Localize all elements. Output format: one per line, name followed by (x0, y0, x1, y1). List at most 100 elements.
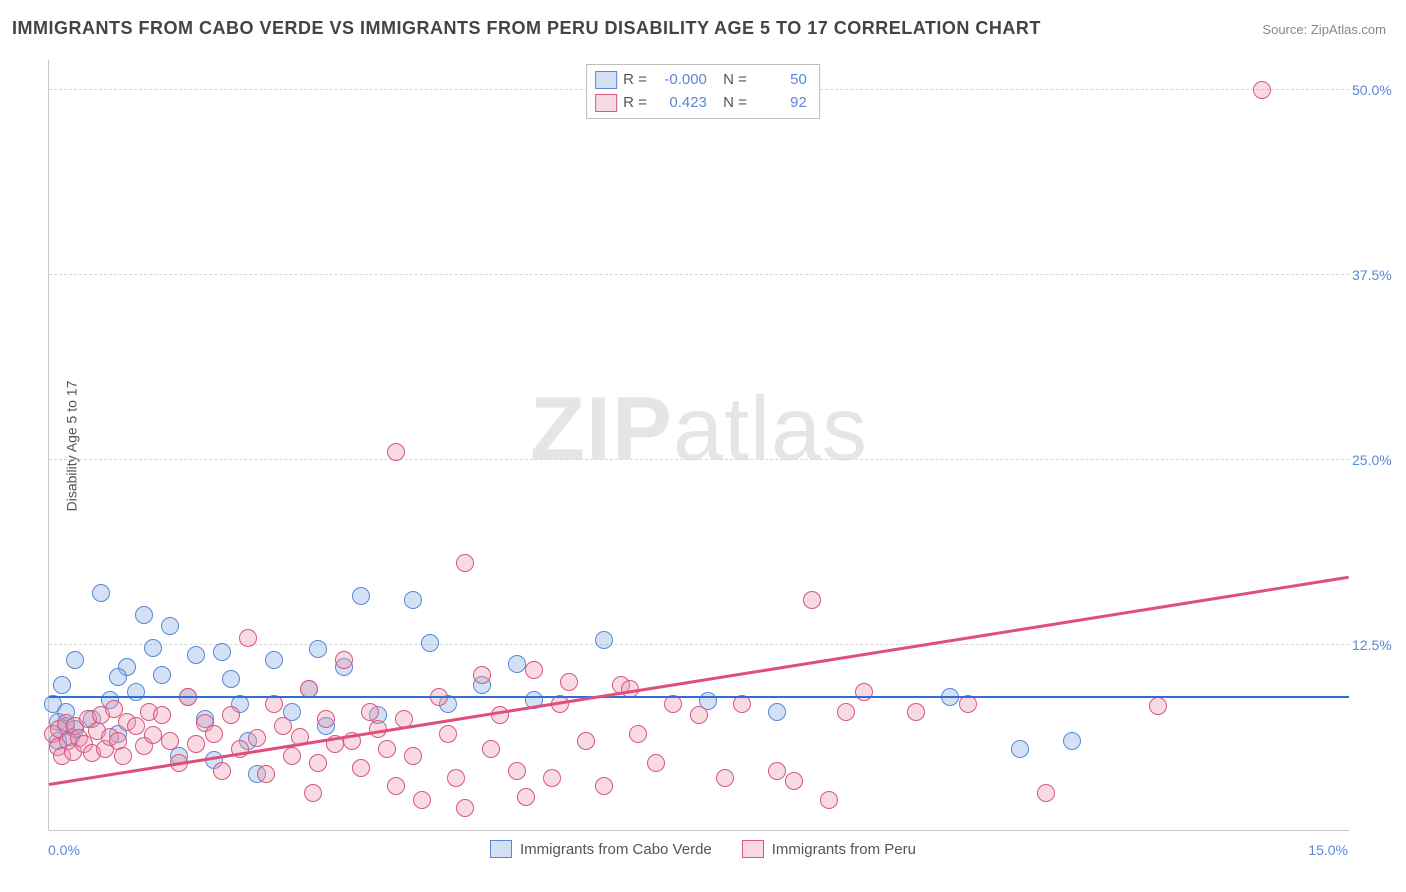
marker-cabo-verde (53, 676, 71, 694)
chart-title: IMMIGRANTS FROM CABO VERDE VS IMMIGRANTS… (12, 18, 1041, 39)
marker-peru (404, 747, 422, 765)
marker-cabo-verde (1063, 732, 1081, 750)
marker-peru (361, 703, 379, 721)
marker-peru (187, 735, 205, 753)
marker-peru (213, 762, 231, 780)
correlation-legend: R = -0.000 N = 50 R = 0.423 N = 92 (586, 64, 820, 119)
marker-peru (239, 629, 257, 647)
marker-cabo-verde (161, 617, 179, 635)
marker-peru (283, 747, 301, 765)
marker-cabo-verde (222, 670, 240, 688)
y-tick-label: 50.0% (1352, 82, 1406, 98)
marker-peru (837, 703, 855, 721)
marker-cabo-verde (66, 651, 84, 669)
marker-cabo-verde (127, 683, 145, 701)
marker-cabo-verde (595, 631, 613, 649)
marker-peru (387, 443, 405, 461)
grid-line (49, 459, 1349, 460)
marker-peru (304, 784, 322, 802)
n-label: N = (723, 69, 747, 92)
marker-peru (517, 788, 535, 806)
y-tick-label: 12.5% (1352, 637, 1406, 653)
legend-swatch-2 (742, 840, 764, 858)
marker-peru (803, 591, 821, 609)
marker-cabo-verde (187, 646, 205, 664)
r-label: R = (623, 92, 647, 115)
marker-peru (560, 673, 578, 691)
marker-peru (439, 725, 457, 743)
y-tick-label: 25.0% (1352, 452, 1406, 468)
marker-peru (248, 729, 266, 747)
y-tick-label: 37.5% (1352, 267, 1406, 283)
watermark: ZIPatlas (530, 378, 868, 481)
marker-cabo-verde (352, 587, 370, 605)
trend-line-peru (49, 576, 1349, 786)
marker-cabo-verde (404, 591, 422, 609)
marker-peru (907, 703, 925, 721)
marker-peru (716, 769, 734, 787)
marker-cabo-verde (768, 703, 786, 721)
marker-cabo-verde (135, 606, 153, 624)
marker-peru (413, 791, 431, 809)
marker-peru (144, 726, 162, 744)
source-name: ZipAtlas.com (1311, 22, 1386, 37)
marker-peru (1253, 81, 1271, 99)
marker-peru (768, 762, 786, 780)
marker-peru (114, 747, 132, 765)
marker-peru (274, 717, 292, 735)
marker-peru (378, 740, 396, 758)
marker-cabo-verde (109, 668, 127, 686)
legend-swatch-1 (490, 840, 512, 858)
legend-row-series-1: R = -0.000 N = 50 (595, 69, 807, 92)
marker-peru (257, 765, 275, 783)
r-value-1: -0.000 (653, 69, 707, 92)
marker-cabo-verde (265, 651, 283, 669)
marker-peru (335, 651, 353, 669)
marker-peru (595, 777, 613, 795)
n-value-2: 92 (753, 92, 807, 115)
marker-peru (855, 683, 873, 701)
n-label: N = (723, 92, 747, 115)
marker-cabo-verde (1011, 740, 1029, 758)
grid-line (49, 274, 1349, 275)
legend-label-2: Immigrants from Peru (772, 841, 916, 858)
marker-peru (222, 706, 240, 724)
legend-item-1: Immigrants from Cabo Verde (490, 840, 712, 858)
source-attribution: Source: ZipAtlas.com (1262, 22, 1386, 37)
trend-line-cabo-verde (49, 696, 1349, 699)
legend-row-series-2: R = 0.423 N = 92 (595, 92, 807, 115)
marker-peru (317, 710, 335, 728)
marker-peru (456, 799, 474, 817)
marker-peru (629, 725, 647, 743)
legend-item-2: Immigrants from Peru (742, 840, 916, 858)
marker-peru (690, 706, 708, 724)
r-value-2: 0.423 (653, 92, 707, 115)
source-label: Source: (1262, 22, 1307, 37)
marker-cabo-verde (153, 666, 171, 684)
watermark-light: atlas (673, 379, 868, 479)
plot-area: ZIPatlas 12.5%25.0%37.5%50.0% (48, 60, 1349, 831)
marker-peru (543, 769, 561, 787)
marker-cabo-verde (213, 643, 231, 661)
marker-peru (525, 661, 543, 679)
marker-cabo-verde (309, 640, 327, 658)
n-value-1: 50 (753, 69, 807, 92)
marker-peru (387, 777, 405, 795)
marker-peru (127, 717, 145, 735)
marker-peru (577, 732, 595, 750)
marker-peru (447, 769, 465, 787)
marker-peru (456, 554, 474, 572)
marker-peru (508, 762, 526, 780)
marker-peru (352, 759, 370, 777)
legend-swatch-1 (595, 71, 617, 89)
marker-cabo-verde (508, 655, 526, 673)
marker-peru (820, 791, 838, 809)
marker-cabo-verde (144, 639, 162, 657)
r-label: R = (623, 69, 647, 92)
marker-peru (1149, 697, 1167, 715)
marker-peru (161, 732, 179, 750)
marker-peru (785, 772, 803, 790)
marker-peru (1037, 784, 1055, 802)
marker-peru (647, 754, 665, 772)
legend-label-1: Immigrants from Cabo Verde (520, 841, 712, 858)
